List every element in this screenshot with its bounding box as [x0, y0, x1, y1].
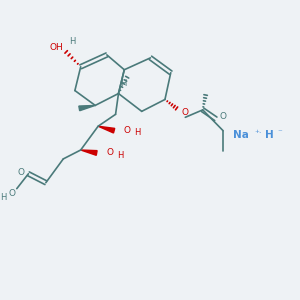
Polygon shape	[81, 150, 97, 155]
Text: ⁺·: ⁺·	[254, 129, 262, 138]
Text: O: O	[9, 189, 16, 198]
Text: OH: OH	[49, 43, 63, 52]
Polygon shape	[98, 126, 115, 133]
Text: H: H	[265, 130, 274, 140]
Text: Na: Na	[232, 130, 248, 140]
Polygon shape	[79, 105, 95, 111]
Text: H: H	[1, 193, 7, 202]
Text: O: O	[220, 112, 226, 121]
Text: O: O	[182, 108, 189, 117]
Text: H: H	[117, 151, 123, 160]
Text: H: H	[134, 128, 140, 137]
Text: O: O	[106, 148, 113, 158]
Text: ⁻: ⁻	[278, 129, 282, 138]
Text: O: O	[18, 168, 25, 177]
Text: O: O	[124, 126, 131, 135]
Text: H: H	[120, 79, 126, 88]
Text: H: H	[69, 37, 75, 46]
